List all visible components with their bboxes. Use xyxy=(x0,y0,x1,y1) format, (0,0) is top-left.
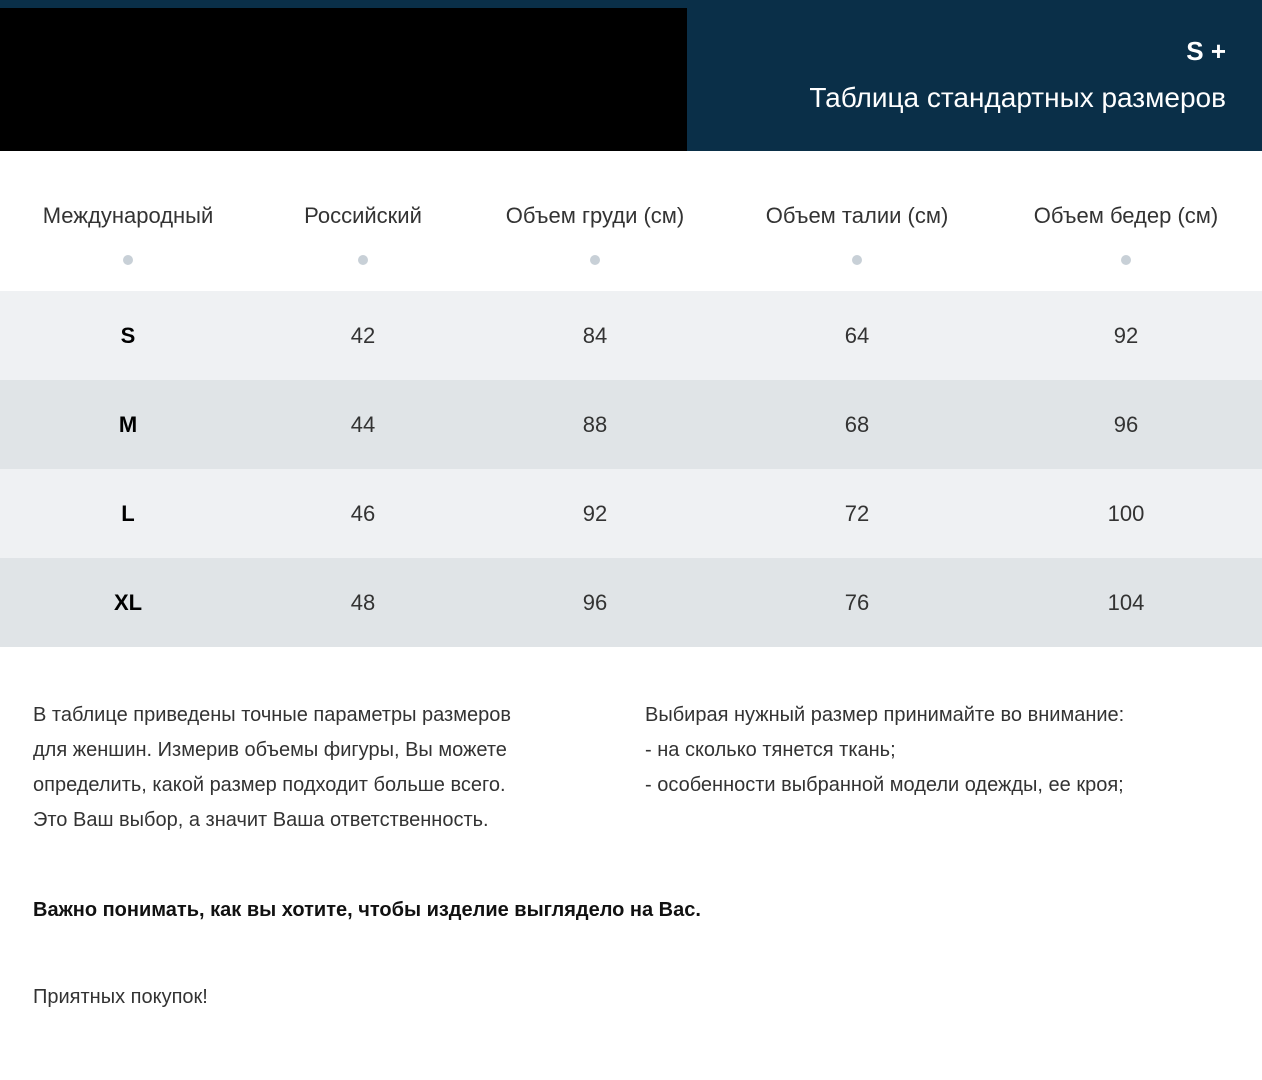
table-cell: M xyxy=(118,412,138,437)
table-cell: 68 xyxy=(844,412,870,437)
note-line: Это Ваш выбор, а значит Ваша ответственн… xyxy=(33,809,489,831)
column-header: Объем бедер (см) xyxy=(1033,203,1219,228)
column-dot-icon xyxy=(590,255,600,265)
note-line: для женшин. Измерив объемы фигуры, Вы мо… xyxy=(33,739,507,761)
note-line: В таблице приведены точные параметры раз… xyxy=(33,704,511,726)
closing-note: Приятных покупок! xyxy=(33,986,208,1008)
column-dot-icon xyxy=(852,255,862,265)
table-cell: 64 xyxy=(844,323,870,348)
column-header: Российский xyxy=(304,203,422,228)
table-cell: 76 xyxy=(844,590,870,615)
table-cell: 88 xyxy=(582,412,608,437)
column-header: Международный xyxy=(42,203,214,228)
table-cell: 44 xyxy=(350,412,376,437)
header-band: S + Таблица стандартных размеров xyxy=(0,0,1262,151)
column-dot-icon xyxy=(1121,255,1131,265)
header-image-block xyxy=(0,8,687,151)
table-cell: L xyxy=(121,501,135,526)
page-title: Таблица стандартных размеров xyxy=(809,82,1226,113)
table-cell: 92 xyxy=(582,501,608,526)
table-cell: 104 xyxy=(1107,590,1145,615)
table-row: XL 48 96 76 104 xyxy=(0,558,1262,647)
note-line: - особенности выбранной модели одежды, е… xyxy=(645,774,1124,796)
note-line: - на сколько тянется ткань; xyxy=(645,739,896,761)
table-row: L 46 92 72 100 xyxy=(0,469,1262,558)
important-note: Важно понимать, как вы хотите, чтобы изд… xyxy=(33,899,701,921)
table-cell: 42 xyxy=(350,323,376,348)
table-row: M 44 88 68 96 xyxy=(0,380,1262,469)
table-cell: 84 xyxy=(582,323,608,348)
brand-logo: S + xyxy=(1186,36,1226,66)
table-cell: 100 xyxy=(1107,501,1145,526)
table-cell: 92 xyxy=(1113,323,1139,348)
table-cell: 96 xyxy=(582,590,608,615)
column-header: Объем груди (см) xyxy=(505,203,685,228)
table-cell: 46 xyxy=(350,501,376,526)
notes-right: Выбирая нужный размер принимайте во вним… xyxy=(645,698,1124,803)
column-dot-icon xyxy=(358,255,368,265)
table-cell: XL xyxy=(113,590,143,615)
note-line: определить, какой размер подходит больше… xyxy=(33,774,506,796)
note-line: Выбирая нужный размер принимайте во вним… xyxy=(645,704,1125,726)
table-row: S 42 84 64 92 xyxy=(0,291,1262,380)
table-cell: 72 xyxy=(844,501,870,526)
table-cell: 48 xyxy=(350,590,376,615)
table-cell: 96 xyxy=(1113,412,1139,437)
column-dot-icon xyxy=(123,255,133,265)
column-header: Объем талии (см) xyxy=(765,203,949,228)
table-cell: S xyxy=(120,323,136,348)
notes-left: В таблице приведены точные параметры раз… xyxy=(33,698,511,838)
